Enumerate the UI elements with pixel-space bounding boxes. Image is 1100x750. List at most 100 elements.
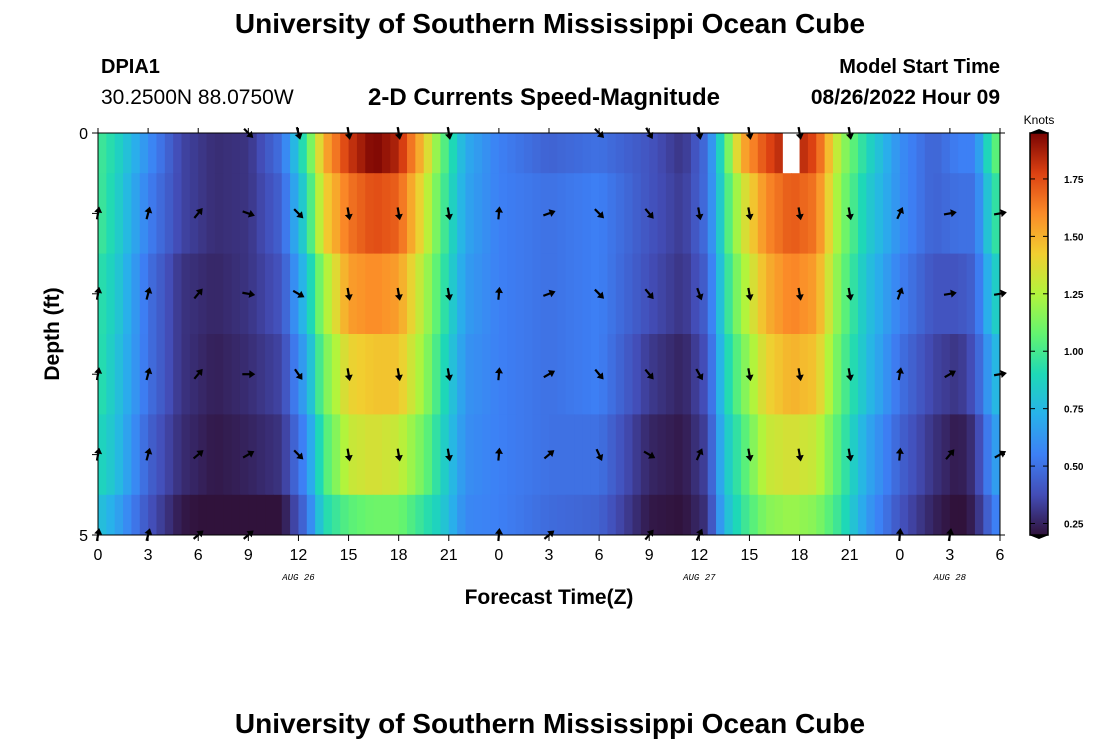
- heatmap-cell: [908, 253, 918, 335]
- heatmap-cell: [899, 414, 909, 496]
- current-arrow: [242, 209, 255, 218]
- current-arrow: [944, 370, 956, 379]
- heatmap-cell: [281, 494, 291, 535]
- heatmap-cell: [599, 414, 609, 496]
- heatmap-cell: [774, 334, 784, 415]
- current-arrow: [895, 447, 904, 461]
- heatmap-cell: [924, 173, 934, 254]
- heatmap-cell: [632, 414, 642, 496]
- x-tick-label: 6: [996, 547, 1005, 564]
- heatmap-cell: [807, 253, 817, 335]
- heatmap-cell: [265, 253, 274, 335]
- heatmap-cell: [98, 494, 107, 535]
- heatmap-cell: [941, 414, 951, 496]
- heatmap-cell: [139, 414, 149, 496]
- heatmap-cell: [883, 414, 893, 496]
- heatmap-cell: [757, 133, 767, 174]
- heatmap-cell: [381, 253, 391, 335]
- heatmap-cell: [139, 133, 149, 174]
- heatmap-cell: [716, 494, 725, 535]
- heatmap-cell: [908, 133, 918, 174]
- colorbar-tick-label: 0.75: [1064, 405, 1084, 416]
- heatmap-cell: [565, 133, 575, 174]
- heatmap-cell: [574, 414, 584, 496]
- heatmap-cell: [315, 334, 325, 415]
- y-tick-label: 5: [79, 528, 88, 545]
- heatmap-cell: [507, 494, 517, 535]
- heatmap-cell: [114, 133, 124, 174]
- heatmap-cell: [139, 253, 149, 335]
- heatmap-cell: [290, 173, 300, 254]
- heatmap-cell: [306, 494, 316, 535]
- colorbar-top-cap: [1029, 129, 1049, 133]
- heatmap-cell: [624, 334, 634, 415]
- date-label: AUG 26: [281, 573, 315, 583]
- heatmap-cell: [106, 414, 116, 496]
- heatmap-cell: [540, 414, 550, 496]
- heatmap-cell: [265, 414, 274, 496]
- heatmap-cell: [239, 494, 249, 535]
- heatmap-cell: [173, 494, 183, 535]
- current-arrow: [344, 368, 353, 382]
- heatmap-cell: [782, 253, 792, 335]
- current-arrow: [594, 208, 605, 219]
- heatmap-cell: [799, 494, 809, 535]
- heatmap-cell: [657, 414, 667, 496]
- heatmap-cell: [189, 334, 199, 415]
- heatmap-cell: [340, 494, 350, 535]
- heatmap-cell: [206, 253, 216, 335]
- heatmap-cell: [866, 253, 876, 335]
- heatmap-cell: [198, 173, 208, 254]
- heatmap-cell: [657, 494, 667, 535]
- heatmap-cell: [774, 494, 784, 535]
- heatmap-cell: [106, 334, 116, 415]
- heatmap-cell: [640, 133, 650, 174]
- heatmap-cell: [908, 414, 918, 496]
- heatmap-cell: [457, 133, 467, 174]
- footer-title: University of Southern Mississippi Ocean…: [234, 708, 866, 739]
- heatmap-cell: [690, 253, 700, 335]
- heatmap-cell: [239, 133, 249, 174]
- heatmap-cell: [540, 494, 550, 535]
- heatmap-cell: [665, 334, 675, 415]
- heatmap-cell: [791, 414, 801, 496]
- heatmap-cell: [415, 253, 425, 335]
- heatmap-cell: [465, 414, 475, 496]
- heatmap-cell: [941, 334, 951, 415]
- heatmap-cell: [198, 133, 208, 174]
- heatmap-cell: [916, 173, 926, 254]
- heatmap-cell: [473, 133, 483, 174]
- heatmap-cell: [749, 494, 759, 535]
- heatmap-cell: [532, 414, 542, 496]
- heatmap-cell: [482, 414, 492, 496]
- heatmap-cell: [899, 173, 909, 254]
- heatmap-cell: [298, 414, 308, 496]
- heatmap-cell: [448, 494, 458, 535]
- heatmap-cell: [899, 494, 909, 535]
- heatmap-cell: [891, 494, 901, 535]
- current-arrow: [594, 368, 604, 380]
- heatmap-cell: [415, 414, 425, 496]
- current-arrow: [495, 367, 503, 381]
- heatmap-cell: [381, 414, 391, 496]
- heatmap-cell: [523, 494, 533, 535]
- heatmap-cell: [782, 414, 792, 496]
- heatmap-cell: [849, 253, 859, 335]
- heatmap-cell: [148, 414, 158, 496]
- heatmap-cell: [448, 173, 458, 254]
- heatmap-cell: [766, 334, 776, 415]
- heatmap-cell: [365, 133, 375, 174]
- heatmap-cell: [966, 253, 976, 335]
- heatmap-cell: [949, 414, 959, 496]
- current-arrow: [293, 208, 304, 219]
- heatmap-cell: [98, 173, 107, 254]
- current-arrow: [943, 209, 957, 218]
- heatmap-cell: [373, 133, 383, 174]
- heatmap-cell: [498, 173, 508, 254]
- current-arrow: [594, 288, 605, 299]
- heatmap-cell: [340, 414, 350, 496]
- current-arrow: [495, 286, 503, 300]
- heatmap-cell: [607, 334, 617, 415]
- heatmap-cell: [974, 494, 984, 535]
- heatmap-cell: [807, 494, 817, 535]
